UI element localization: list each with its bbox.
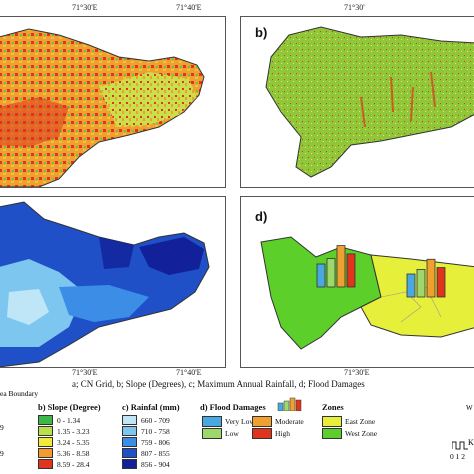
legend-partial-scale-nums: 0 1 2 xyxy=(450,452,465,461)
flood-bar-low xyxy=(326,258,336,288)
flood-legend-item: High xyxy=(252,428,290,439)
slope-legend-item: 8.59 - 28.4 xyxy=(38,459,90,469)
slope-map xyxy=(265,26,474,178)
zones-legend-title: Zones xyxy=(322,402,344,412)
rainfall-legend-item: 710 - 758 xyxy=(122,426,170,436)
flood-legend-title: d) Flood Damages xyxy=(200,402,266,412)
legend-partial-w: W xyxy=(466,404,473,412)
flood-map xyxy=(260,236,474,350)
flood-bar-moderate xyxy=(426,258,436,298)
tick-top-b1: 71°30' xyxy=(344,3,365,12)
tick-top-a2: 71°40'E xyxy=(176,3,202,12)
panel-d-label: d) xyxy=(255,209,268,224)
legend-partial-boundary: ea Boundary xyxy=(0,389,39,398)
zones-legend-item: East Zone xyxy=(322,416,375,427)
flood-swatch-very-low xyxy=(202,416,222,427)
rainfall-map xyxy=(0,201,210,367)
slope-legend-item: 0 - 1.34 xyxy=(38,415,80,425)
flood-bars-east xyxy=(406,258,446,298)
cn-grid-map xyxy=(0,28,205,187)
legend-partial-scale-label: K xyxy=(468,438,474,447)
flood-legend-item: Very Low xyxy=(202,416,255,427)
slope-swatch-3 xyxy=(38,437,53,447)
legend-partial-a1: 9 xyxy=(0,423,4,432)
panel-a-cn-grid xyxy=(0,16,226,188)
tick-bottom-c1: 71°30'E xyxy=(72,368,98,377)
rainfall-legend-title: c) Rainfal (mm) xyxy=(122,402,180,412)
flood-legend-item: Low xyxy=(202,428,239,439)
rainfall-swatch-4 xyxy=(122,448,137,458)
rainfall-legend-item: 660 - 709 xyxy=(122,415,170,425)
panel-c-rainfall xyxy=(0,196,226,368)
rainfall-swatch-3 xyxy=(122,437,137,447)
flood-bars-west xyxy=(316,245,356,288)
slope-swatch-2 xyxy=(38,426,53,436)
flood-swatch-low xyxy=(202,428,222,439)
rainfall-legend-item: 759 - 806 xyxy=(122,437,170,447)
tick-bottom-c2: 71°40'E xyxy=(176,368,202,377)
panel-b-label: b) xyxy=(255,25,268,40)
panel-b-slope: b) xyxy=(240,16,474,188)
rainfall-legend-item: 807 - 855 xyxy=(122,448,170,458)
legend-partial-a2: 9 xyxy=(0,449,4,458)
slope-legend-title: b) Slope (Degree) xyxy=(38,402,101,412)
flood-bar-low xyxy=(416,269,426,298)
slope-swatch-4 xyxy=(38,448,53,458)
slope-swatch-5 xyxy=(38,459,53,469)
flood-swatch-high xyxy=(252,428,272,439)
flood-bar-very-low xyxy=(406,273,416,298)
flood-swatch-moderate xyxy=(252,416,272,427)
slope-legend-item: 1.35 - 3.23 xyxy=(38,426,90,436)
rainfall-swatch-5 xyxy=(122,459,137,469)
panel-d-flood: d) xyxy=(240,196,474,368)
flood-bars-icon xyxy=(277,397,302,411)
flood-legend-item: Moderate xyxy=(252,416,304,427)
flood-bar-high xyxy=(346,253,356,288)
rainfall-swatch-1 xyxy=(122,415,137,425)
zone-swatch-west xyxy=(322,428,342,439)
slope-swatch-1 xyxy=(38,415,53,425)
flood-bar-very-low xyxy=(316,263,326,288)
slope-legend-item: 3.24 - 5.35 xyxy=(38,437,90,447)
flood-bar-high xyxy=(436,267,446,298)
zone-swatch-east xyxy=(322,416,342,427)
tick-bottom-d1: 71°30'E xyxy=(344,368,370,377)
tick-top-a1: 71°30'E xyxy=(72,3,98,12)
flood-bar-moderate xyxy=(336,245,346,288)
scale-bar-icon xyxy=(452,441,468,450)
slope-legend-item: 5.36 - 8.58 xyxy=(38,448,90,458)
rainfall-swatch-2 xyxy=(122,426,137,436)
zones-legend-item: West Zone xyxy=(322,428,377,439)
rainfall-legend-item: 856 - 904 xyxy=(122,459,170,469)
figure-caption: a; CN Grid, b; Slope (Degrees), c; Maxim… xyxy=(72,379,365,389)
